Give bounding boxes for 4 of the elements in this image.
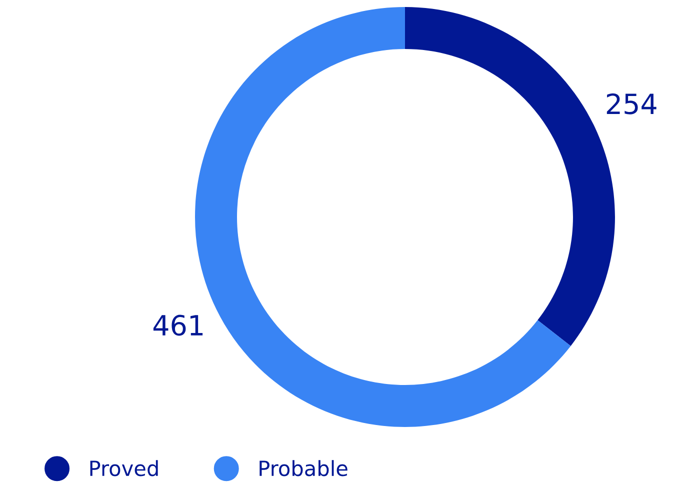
legend-label: Probable	[260, 460, 348, 476]
legend-label: Proved	[90, 460, 158, 476]
data-label: 461	[153, 314, 203, 336]
data-label: 254	[606, 93, 656, 114]
